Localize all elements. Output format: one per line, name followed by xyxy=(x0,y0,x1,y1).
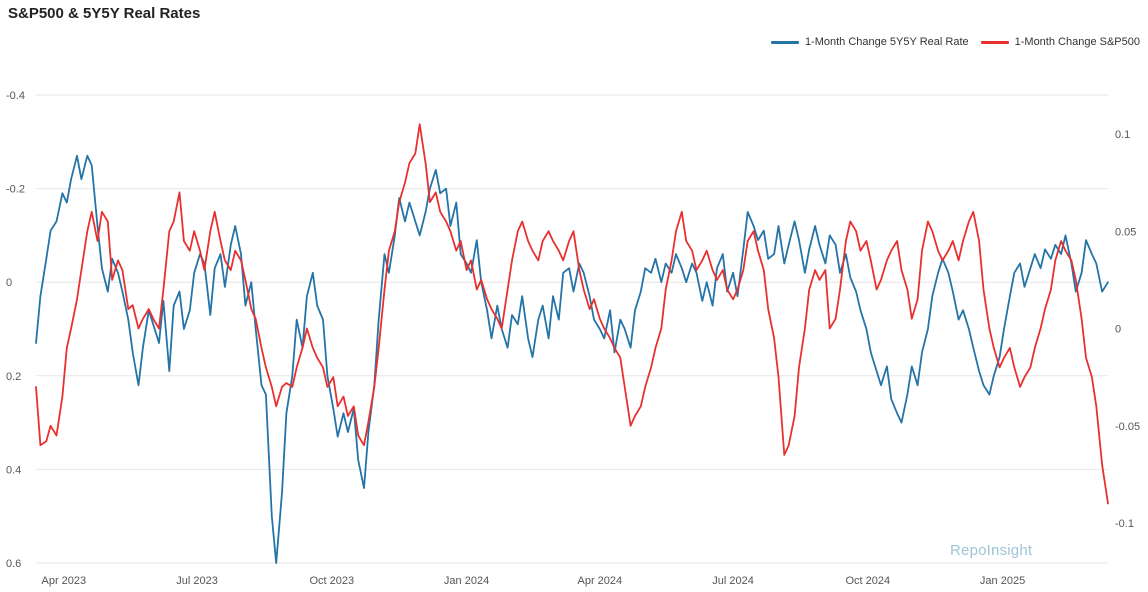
legend-label-sp500: 1-Month Change S&P500 xyxy=(1014,36,1140,48)
right-tick-label-0: 0.1 xyxy=(1115,129,1130,141)
x-tick-label-1: Jul 2023 xyxy=(176,575,218,587)
series-line-real-rate xyxy=(35,154,1109,564)
legend-label-real-rate: 1-Month Change 5Y5Y Real Rate xyxy=(804,36,969,48)
left-tick-label-0: -0.4 xyxy=(6,90,25,102)
chart-legend: 1-Month Change 5Y5Y Real Rate 1-Month Ch… xyxy=(770,36,1140,48)
right-tick-label-3: -0.05 xyxy=(1115,421,1140,433)
left-tick-label-2: 0 xyxy=(6,277,12,289)
x-tick-label-2: Oct 2023 xyxy=(310,575,355,587)
x-tick-label-3: Jan 2024 xyxy=(444,575,489,587)
x-tick-label-4: Apr 2024 xyxy=(577,575,622,587)
legend-item-sp500[interactable]: 1-Month Change S&P500 xyxy=(980,36,1140,48)
x-tick-label-6: Oct 2024 xyxy=(846,575,891,587)
right-tick-label-2: 0 xyxy=(1115,324,1121,336)
x-tick-label-7: Jan 2025 xyxy=(980,575,1025,587)
legend-swatch-sp500 xyxy=(980,40,1009,44)
x-tick-label-0: Apr 2023 xyxy=(41,575,86,587)
series-layer xyxy=(35,123,1109,564)
left-tick-label-4: 0.4 xyxy=(6,464,21,476)
series-line-sp500 xyxy=(35,123,1109,505)
right-tick-label-1: 0.05 xyxy=(1115,226,1136,238)
x-axis-ticks: Apr 2023 Jul 2023 Oct 2023 Jan 2024 Apr 2024… xyxy=(41,575,1025,587)
legend-swatch-real-rate xyxy=(770,40,799,44)
right-axis-ticks: 0.1 0.05 0 -0.05 -0.1 xyxy=(1115,129,1140,530)
left-axis-ticks: -0.4 -0.2 0 0.2 0.4 0.6 xyxy=(6,90,25,570)
grid-layer xyxy=(36,94,1108,564)
chart-title: S&P500 & 5Y5Y Real Rates xyxy=(8,5,201,22)
left-tick-label-3: 0.2 xyxy=(6,371,21,383)
left-tick-label-5: 0.6 xyxy=(6,558,21,570)
right-tick-label-4: -0.1 xyxy=(1115,518,1134,530)
legend-item-real-rate[interactable]: 1-Month Change 5Y5Y Real Rate xyxy=(770,36,969,48)
watermark-text: RepoInsight xyxy=(950,542,1033,559)
left-tick-label-1: -0.2 xyxy=(6,184,25,196)
x-tick-label-5: Jul 2024 xyxy=(712,575,754,587)
